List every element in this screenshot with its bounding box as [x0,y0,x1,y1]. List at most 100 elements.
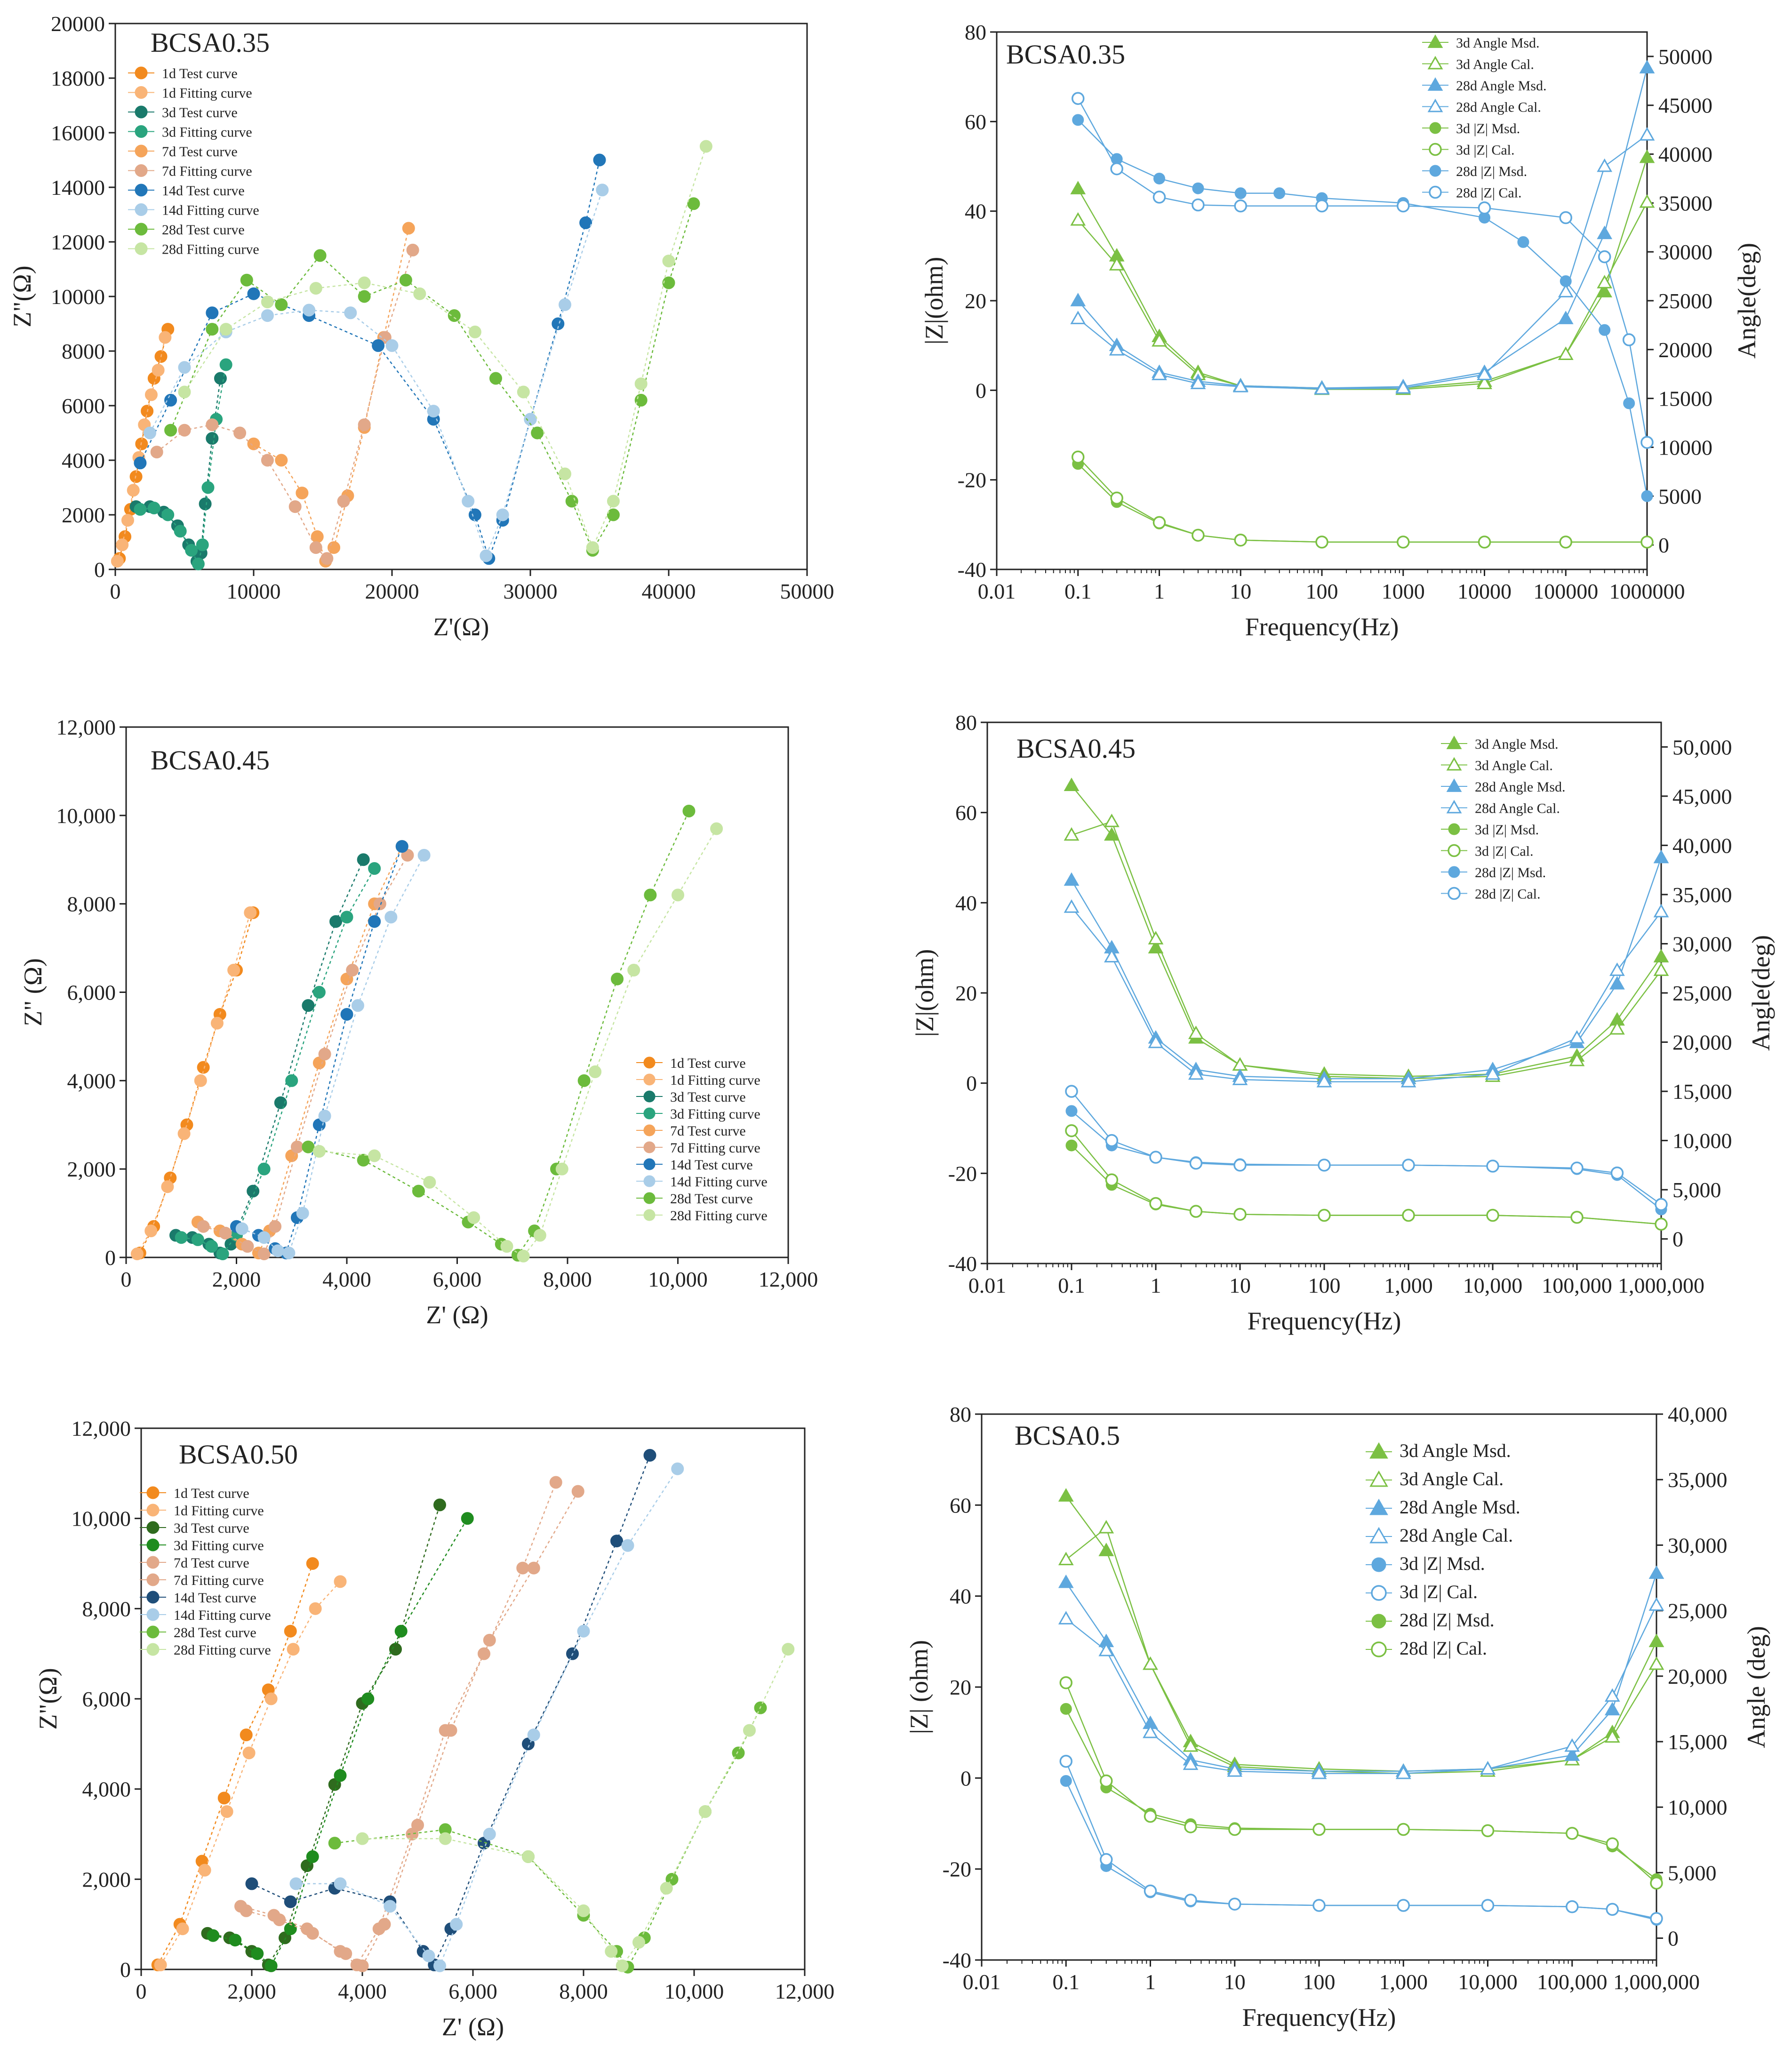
data-point [1478,201,1491,215]
data-point [216,1247,229,1260]
data-point [1486,1208,1499,1222]
y2-tick-label: 20,000 [1668,1664,1728,1688]
y-tick-label: 20000 [51,12,105,36]
y-tick-label: -40 [958,558,986,582]
y-tick-label: 2,000 [67,1157,116,1181]
data-point [1183,1738,1199,1752]
data-point [206,432,219,445]
data-point [185,544,198,557]
legend-label: 28d |Z| Msd. [1475,865,1546,880]
legend-label: 3d Test curve [670,1089,746,1105]
series-1 [130,906,257,1260]
data-point [1558,346,1574,360]
data-point [116,538,129,552]
legend-marker [1446,778,1462,792]
x-tick-label: 4,000 [322,1267,371,1291]
data-point [257,1247,271,1260]
series-7 [1072,92,1654,449]
data-point [240,1728,253,1742]
legend-label: 3d |Z| Cal. [1400,1581,1478,1602]
data-point [296,1207,309,1220]
data-point [257,1231,271,1244]
data-point [144,388,158,401]
legend-marker [643,1090,656,1103]
series-8 [164,197,700,557]
y2-tick-label: 20,000 [1672,1031,1732,1055]
data-point [586,541,599,554]
data-point [1143,1724,1158,1738]
x-tick-label: 1,000,000 [1613,1970,1700,1994]
data-point [1397,1899,1410,1912]
legend-label: 28d Test curve [162,222,245,238]
data-point [1606,1837,1619,1850]
data-point [344,306,357,320]
data-point [462,495,475,508]
series-line [160,1581,341,1966]
bode-035-chart: 0.01 0.1 1 10 100 1000 10000 100000 1000000-40-2… [920,20,1761,641]
data-point [282,1247,296,1260]
data-point [1622,333,1636,346]
data-point [662,255,675,268]
data-point [555,1162,568,1176]
data-point [1152,191,1166,204]
y2-axis-title: Angle(deg) [1747,935,1775,1051]
y-tick-label: 2,000 [82,1867,131,1891]
data-point [306,1927,319,1940]
data-point [1655,1217,1668,1231]
data-point [273,1913,286,1927]
legend-label: 3d Angle Cal. [1475,758,1553,774]
data-point [461,1512,474,1525]
legend-marker [1446,757,1462,771]
x-tick-label: 100,000 [1542,1273,1612,1297]
series-6 [230,840,408,1260]
y2-axis-title: Angle (deg) [1742,1626,1770,1748]
data-point [384,911,398,924]
x-tick-label: 0.1 [1058,1273,1085,1297]
x-tick-label: 0.01 [968,1273,1007,1297]
data-point [1058,1611,1074,1624]
x-tick-label: 0 [110,579,121,603]
legend-marker [135,86,148,99]
series-7 [1059,1676,1663,1890]
data-point [483,1828,496,1840]
data-point [1064,872,1080,886]
x-tick-label: 10 [1230,579,1251,603]
series-line [1077,456,1647,543]
data-point [1477,376,1492,389]
legend-label: 1d Fitting curve [174,1503,264,1519]
data-point [144,1224,158,1238]
data-point [1098,1543,1114,1556]
data-point [1648,1565,1664,1579]
y-axis-title: |Z|(ohm) [911,949,939,1037]
data-point [467,1211,480,1224]
data-point [611,972,624,985]
legend-label: 3d Angle Msd. [1475,736,1559,752]
data-point [328,541,341,554]
data-point [1189,1156,1203,1170]
y2-tick-label: 10000 [1658,435,1712,459]
legend-marker [1448,887,1461,900]
data-point [1064,777,1080,792]
data-point [1477,367,1492,380]
data-point [1485,1066,1501,1080]
legend-marker [1427,56,1443,70]
legend-marker [146,1521,160,1534]
data-point [644,888,657,902]
y-tick-label: 10000 [51,285,105,309]
nyquist-035-chart: 0 10000 20000 30000 40000 50000 0 2000 4000 6000 8… [8,12,834,641]
data-point [210,1016,224,1030]
legend-label: 7d Test curve [670,1123,746,1139]
x-tick-label: 20000 [365,579,419,603]
x-tick-label: 100000 [1533,579,1598,603]
data-point [201,481,215,494]
data-point [220,1805,233,1818]
data-point [312,1145,326,1158]
y-tick-label: 4,000 [82,1777,131,1801]
y2-tick-label: 15000 [1658,387,1712,411]
data-point [302,999,315,1012]
data-point [1312,1823,1326,1836]
data-point [1143,1656,1158,1670]
series-8 [328,1701,767,1974]
